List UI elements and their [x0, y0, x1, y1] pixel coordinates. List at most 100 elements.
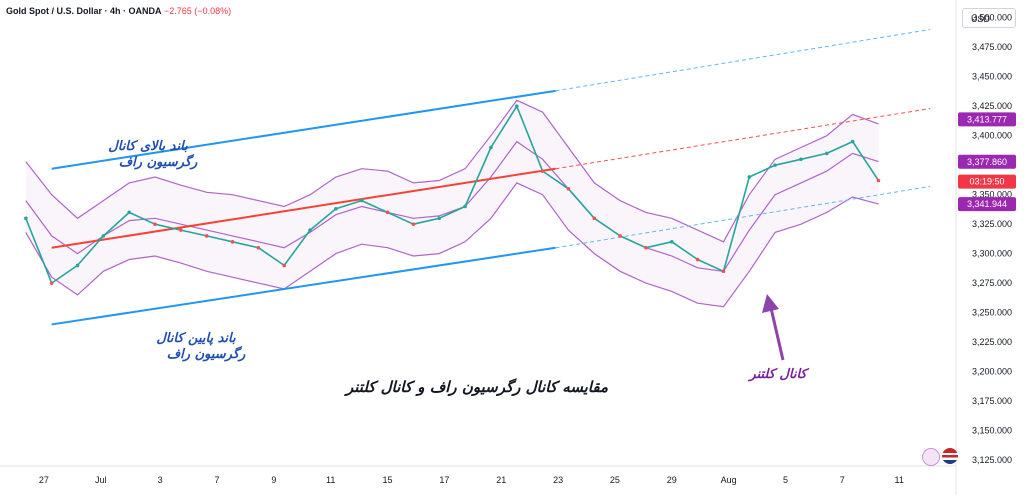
y-tick-label: 3,450.000: [972, 72, 1012, 82]
upper-band-label-line1: باند بالای کانال: [108, 139, 188, 154]
regression-lower-extension: [555, 185, 931, 249]
y-tick-label: 3,350.000: [972, 190, 1012, 200]
x-tick-label: 15: [383, 475, 393, 485]
regression-lower-band: [51, 246, 556, 326]
price-point: [592, 216, 597, 221]
price-change: −2.765 (−0.08%): [164, 6, 232, 16]
price-tags: 3,413.777 3,377.860 03:19:50 3,341.944: [958, 112, 1016, 212]
price-point: [773, 163, 777, 167]
price-tag-box: [958, 197, 1016, 212]
price-tag-label: 3,377.860: [967, 157, 1007, 167]
keltner-channel: [25, 99, 879, 308]
price-tag-label: 3,341.944: [967, 199, 1007, 209]
x-tick-label: 7: [840, 475, 845, 485]
chart-header: Gold Spot / U.S. Dollar · 4h · OANDA −2.…: [6, 6, 231, 16]
keltner-arrow: [762, 294, 785, 361]
price-point: [179, 228, 183, 232]
price-point: [256, 245, 261, 250]
price-point: [204, 234, 209, 238]
price-point: [411, 222, 416, 226]
y-tick-label: 3,300.000: [972, 249, 1012, 259]
x-tick-label: 23: [553, 475, 563, 485]
price-point: [49, 281, 54, 285]
y-tick-label: 3,175.000: [972, 396, 1012, 406]
x-tick-label: 7: [215, 475, 220, 485]
keltner-label: کانال کلتنر: [747, 367, 810, 382]
price-point: [540, 169, 545, 173]
x-tick-label: 9: [271, 475, 276, 485]
price-point: [825, 151, 829, 156]
price-point: [24, 216, 28, 221]
x-tick-label: 27: [39, 475, 49, 485]
regression-upper-band: [51, 89, 556, 170]
regression-mid-line: [51, 167, 556, 249]
price-point: [385, 210, 390, 215]
y-tick-label: 3,475.000: [972, 42, 1012, 52]
keltner-lower-line: [25, 182, 879, 308]
price-point: [308, 228, 312, 232]
price-point: [359, 198, 364, 203]
y-tick-label: 3,400.000: [972, 131, 1012, 141]
regression-upper-extension: [555, 29, 931, 92]
price-point: [876, 178, 881, 183]
us-flag-icon[interactable]: [942, 448, 958, 464]
x-tick-label: 3: [158, 475, 163, 485]
price-point: [618, 234, 622, 238]
y-tick-label: 3,225.000: [972, 337, 1012, 347]
price-point: [489, 145, 493, 150]
price-point: [230, 240, 235, 244]
price-point: [566, 186, 571, 191]
price-tag-box: [958, 174, 1016, 189]
price-point: [695, 257, 700, 262]
price-point: [334, 207, 338, 211]
y-tick-label: 3,325.000: [972, 219, 1012, 229]
x-tick-label: 5: [783, 475, 788, 485]
x-tick-label: Aug: [721, 475, 737, 485]
y-tick-label: 3,275.000: [972, 278, 1012, 288]
keltner-fill: [25, 100, 879, 307]
y-tick-label: 3,200.000: [972, 367, 1012, 377]
lightning-icon[interactable]: [922, 448, 940, 466]
price-point: [75, 263, 80, 268]
price-tag-box: [958, 154, 1016, 169]
price-point: [463, 204, 467, 209]
x-tick-label: 11: [326, 475, 335, 485]
raff-regression-channel: [51, 29, 931, 326]
x-tick-label: 11: [894, 475, 903, 485]
y-tick-label: 3,150.000: [972, 426, 1012, 436]
symbol-info: Gold Spot / U.S. Dollar · 4h · OANDA: [6, 6, 162, 16]
chart-annotation-title: مقایسه کانال رگرسیون راف و کانال کلتنر: [344, 378, 608, 396]
lower-band-label-line2: رگرسیون راف: [167, 345, 246, 362]
price-point: [747, 175, 752, 179]
price-point: [153, 222, 157, 226]
price-line: [25, 105, 880, 284]
price-point: [799, 157, 803, 162]
price-point: [669, 240, 674, 244]
y-tick-label: 3,125.000: [972, 455, 1012, 465]
price-series: [24, 104, 881, 285]
price-tag-box: [958, 112, 1016, 127]
y-tick-label: 3,250.000: [972, 308, 1012, 318]
keltner-middle-line: [25, 140, 879, 272]
price-point: [437, 216, 442, 221]
y-tick-label: 3,425.000: [972, 101, 1012, 111]
price-point: [850, 139, 855, 144]
price-point: [282, 263, 287, 268]
x-tick-label: 17: [439, 475, 449, 485]
time-axis[interactable]: 27 Jul 3 7 9 11 15 17 21 23 25 29 Aug 5 7 11: [39, 475, 904, 485]
price-point: [101, 234, 106, 238]
price-point: [514, 104, 519, 108]
lower-band-label-line1: باند پایین کانال: [156, 331, 236, 346]
price-point: [721, 269, 726, 274]
x-tick-label: Jul: [95, 475, 107, 485]
price-point: [127, 210, 131, 215]
upper-band-label-line2: رگرسیون راف: [119, 153, 198, 170]
price-tag-label: 3,413.777: [967, 114, 1007, 124]
currency-selector[interactable]: USD: [962, 8, 1016, 28]
price-tag-label: 03:19:50: [969, 177, 1004, 187]
price-axis[interactable]: 3,500.000 3,475.000 3,450.000 3,425.000 3,40…: [972, 13, 1012, 465]
y-tick-label: 3,500.000: [972, 13, 1012, 23]
x-tick-label: 21: [496, 475, 506, 485]
price-point: [644, 245, 648, 250]
